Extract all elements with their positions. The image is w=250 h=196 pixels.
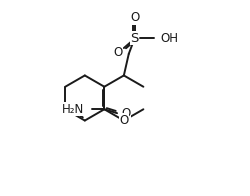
Text: O: O [119, 114, 128, 127]
Text: O: O [130, 11, 139, 24]
Text: S: S [130, 32, 139, 45]
Text: H₂N: H₂N [62, 103, 84, 116]
Text: OH: OH [160, 32, 178, 45]
Text: O: O [122, 107, 131, 120]
Text: O: O [113, 46, 122, 59]
